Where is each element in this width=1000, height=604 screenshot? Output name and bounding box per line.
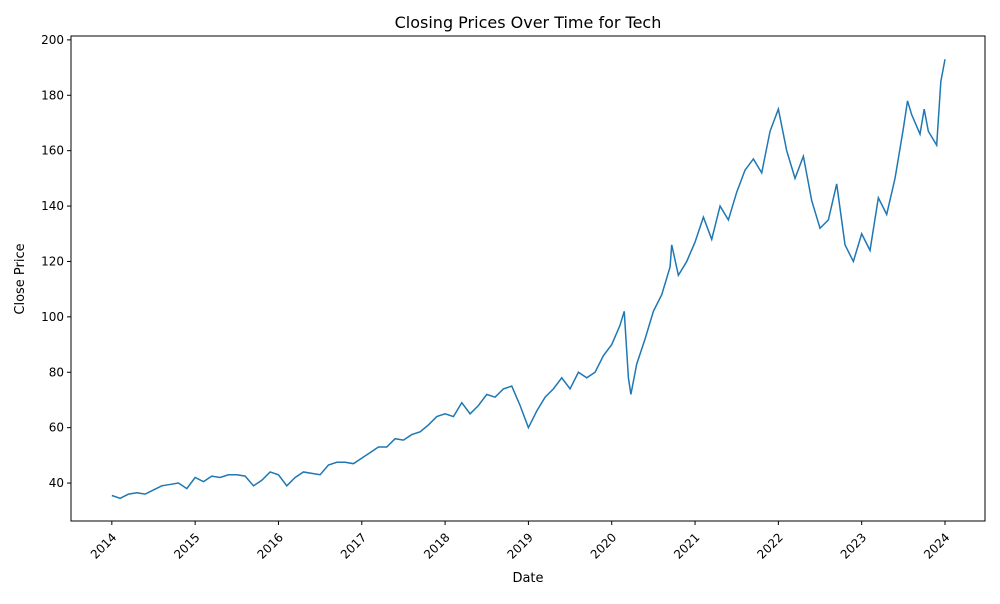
y-tick-label: 160 [41,144,64,158]
chart-title: Closing Prices Over Time for Tech [395,13,662,32]
x-axis-label: Date [512,571,543,586]
y-axis-label: Close Price [13,243,28,314]
x-tick-label: 2017 [338,530,369,561]
x-tick-label: 2020 [588,530,619,561]
x-tick-label: 2015 [171,530,202,561]
x-tick-label: 2021 [671,530,702,561]
y-tick-label: 80 [49,365,64,379]
x-tick-label: 2014 [88,530,119,561]
x-tick-label: 2023 [838,530,869,561]
y-tick-label: 40 [49,476,64,490]
x-tick-label: 2024 [921,530,952,561]
x-tick-label: 2016 [254,530,285,561]
plot-frame [70,35,986,522]
y-tick-label: 200 [41,33,64,47]
y-tick-label: 120 [41,254,64,268]
y-tick-label: 180 [41,88,64,102]
y-tick-label: 140 [41,199,64,213]
y-tick-label: 60 [49,421,64,435]
price-line [111,59,946,500]
x-tick-label: 2018 [421,530,452,561]
y-tick-label: 100 [41,310,64,324]
x-tick-label: 2022 [754,530,785,561]
x-tick-label: 2019 [504,530,535,561]
